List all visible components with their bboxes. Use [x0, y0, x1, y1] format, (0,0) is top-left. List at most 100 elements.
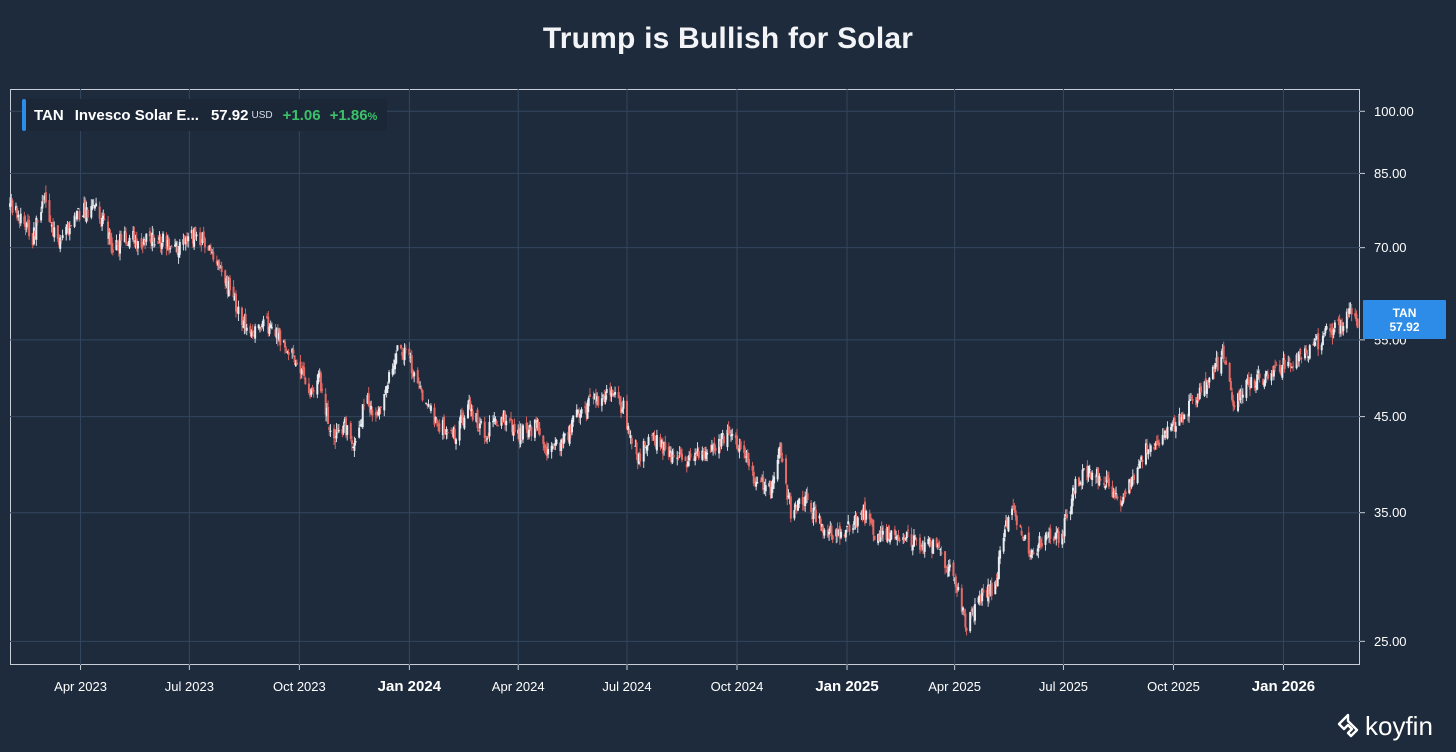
candle-body [252, 335, 255, 337]
candle-body [905, 531, 908, 539]
candle-body [1030, 554, 1033, 558]
candle-body [940, 552, 943, 554]
candle-body [502, 410, 505, 420]
candle-body [795, 505, 798, 508]
candle-body [1303, 348, 1306, 359]
candle-body [111, 249, 114, 253]
candle-body [487, 436, 490, 439]
candle-body [751, 466, 754, 471]
candle-body [542, 435, 545, 445]
candle-body [455, 439, 458, 445]
candle-body [445, 429, 448, 435]
candle-body [999, 550, 1002, 559]
y-tick-label: 25.00 [1374, 634, 1407, 649]
candle-body [918, 537, 921, 550]
candle-body [116, 242, 119, 245]
candle-body [995, 579, 998, 585]
candle-body [1146, 444, 1149, 453]
candle-body [257, 324, 260, 328]
candle-body [519, 428, 522, 445]
candle-body [811, 515, 814, 520]
legend-change-pct: +1.86% [330, 107, 378, 124]
candle-body [830, 525, 833, 537]
candle-body [952, 562, 955, 577]
candle-body [981, 588, 984, 602]
candle-body [1354, 313, 1357, 317]
candle-body [14, 206, 17, 211]
candle-body [240, 307, 243, 326]
candle-body [887, 525, 890, 539]
candle-body [321, 389, 324, 391]
candle-body [477, 430, 480, 432]
candle-body [671, 451, 674, 463]
candle-body [268, 326, 271, 334]
candle-body [653, 435, 656, 440]
candle-body [712, 446, 715, 449]
candle-body [929, 540, 932, 547]
candle-body [747, 458, 750, 467]
candle-body [777, 448, 780, 459]
candle-body [922, 544, 925, 555]
candle-body [755, 482, 758, 487]
candle-body [1012, 505, 1015, 507]
candle-body [1355, 313, 1358, 322]
candle-body [587, 397, 590, 407]
candle-body [1191, 399, 1194, 401]
candle-body [761, 478, 764, 480]
candle-body [353, 443, 356, 451]
candle-body [427, 403, 430, 407]
candle-body [652, 433, 655, 435]
candle-body [551, 447, 554, 449]
candle-body [184, 237, 187, 244]
candle-body [1106, 475, 1109, 481]
candle-body [102, 215, 105, 221]
legend-pct-sign: % [367, 110, 378, 123]
candle-body [895, 536, 898, 539]
candle-body [721, 433, 724, 436]
candle-body [1290, 367, 1293, 369]
candle-body [504, 411, 507, 425]
candle-body [722, 435, 725, 444]
candle-body [617, 392, 620, 399]
candle-body [512, 425, 515, 436]
candle-body [647, 436, 650, 445]
candle-body [443, 416, 446, 435]
candle-body [902, 537, 905, 541]
candle-body [1247, 377, 1250, 385]
series-legend[interactable]: TAN Invesco Solar E... 57.92 USD +1.06 +… [22, 99, 388, 131]
candle-body [396, 345, 399, 351]
candle-body [1086, 465, 1089, 481]
plot-area[interactable] [10, 89, 1360, 665]
candle-body [1073, 490, 1076, 495]
candle-body [316, 380, 319, 395]
candle-body [1048, 532, 1051, 538]
candle-body [1138, 461, 1141, 468]
candle-body [258, 327, 261, 329]
candle-body [553, 444, 556, 446]
candle-body [201, 232, 204, 243]
candle-body [645, 447, 648, 449]
candle-body [920, 546, 923, 548]
candle-body [873, 535, 876, 541]
candle-body [685, 464, 688, 468]
x-axis: Apr 2023 Jul 2023 Oct 2023 Jan 2024 Apr 2024… [54, 665, 1315, 695]
candle-body [823, 529, 826, 536]
candle-body [478, 423, 481, 429]
candle-body [554, 443, 557, 446]
candle-body [756, 482, 759, 484]
candle-body [177, 252, 180, 258]
candle-body [379, 406, 382, 409]
candle-body [328, 427, 331, 431]
candle-body [1258, 373, 1261, 379]
candle-body [794, 505, 797, 508]
candle-body [95, 203, 98, 207]
candle-body [425, 402, 428, 404]
candle-body [1013, 505, 1016, 511]
candle-body [806, 493, 809, 501]
candle-body [1262, 379, 1265, 385]
candle-body [646, 445, 649, 451]
candle-body [435, 419, 438, 424]
candle-body [1057, 531, 1060, 544]
candle-body [1204, 378, 1207, 391]
